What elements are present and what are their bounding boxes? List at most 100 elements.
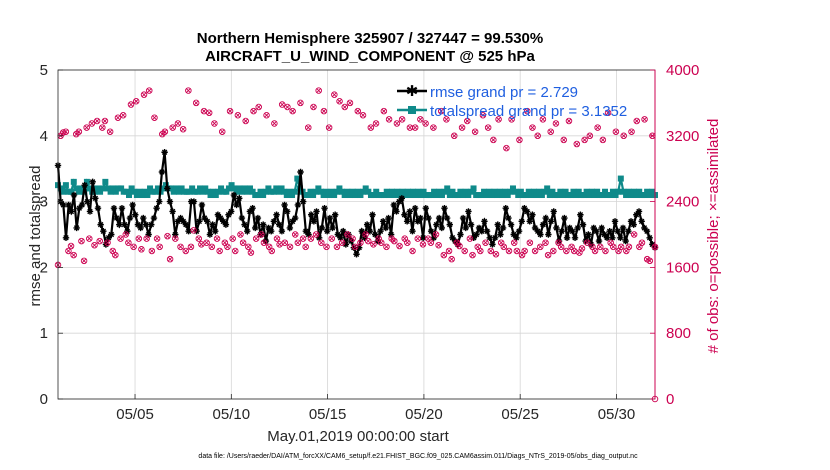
obs-assimilated-point bbox=[399, 117, 405, 122]
obs-possible-point bbox=[422, 120, 429, 127]
totalspread-point bbox=[499, 192, 506, 199]
obs-assimilated-point bbox=[631, 232, 637, 237]
obs-assimilated-point bbox=[157, 244, 162, 250]
rmse-point bbox=[542, 214, 549, 222]
obs-possible-point bbox=[312, 231, 320, 238]
totalspread-point bbox=[204, 188, 211, 195]
obs-assimilated-point bbox=[332, 92, 337, 97]
rmse-point bbox=[449, 234, 456, 241]
totalspread-point bbox=[223, 188, 230, 195]
totalspread-point bbox=[444, 185, 451, 192]
rmse-point bbox=[491, 234, 499, 241]
totalspread-point bbox=[389, 188, 396, 195]
obs-possible-point bbox=[524, 107, 531, 115]
obs-assimilated-point bbox=[313, 232, 319, 237]
obs-possible-point bbox=[289, 107, 296, 115]
obs-assimilated-point bbox=[527, 240, 533, 246]
obs-assimilated-point bbox=[126, 240, 131, 246]
rmse-point bbox=[108, 231, 115, 238]
obs-possible-point bbox=[125, 239, 132, 246]
obs-assimilated-point bbox=[350, 236, 355, 241]
rmse-point bbox=[270, 218, 278, 225]
totalspread-point bbox=[415, 188, 422, 195]
obs-assimilated-point bbox=[384, 244, 389, 250]
obs-possible-point bbox=[604, 109, 612, 117]
totalspread-point bbox=[544, 185, 551, 192]
obs-possible-point bbox=[130, 243, 137, 251]
totalspread-point bbox=[202, 185, 209, 192]
obs-assimilated-point bbox=[329, 236, 335, 241]
obs-possible-point bbox=[338, 239, 346, 246]
rmse-point bbox=[430, 234, 437, 241]
totalspread-point bbox=[244, 188, 251, 195]
rmse-point bbox=[609, 234, 616, 241]
x-axis-ticks: 05/05 05/10 05/15 05/20 05/25 05/30 bbox=[116, 394, 635, 423]
rmse-point bbox=[574, 224, 581, 232]
obs-assimilated-point bbox=[420, 242, 426, 247]
right-axis-ticks: 0 800 1600 2400 3200 4000 bbox=[650, 62, 699, 408]
obs-possible-point bbox=[218, 128, 226, 135]
rmse-point bbox=[305, 231, 312, 238]
obs-assimilated-point bbox=[102, 118, 108, 124]
totalspread-point bbox=[133, 192, 140, 199]
obs-possible-point bbox=[140, 91, 148, 98]
obs-assimilated-point bbox=[94, 118, 100, 124]
rmse-point bbox=[65, 201, 72, 209]
obs-possible-point bbox=[513, 247, 521, 255]
totalspread-point bbox=[588, 188, 595, 195]
rmse-point bbox=[566, 224, 573, 232]
rmse-point bbox=[513, 234, 520, 241]
totalspread-point bbox=[349, 188, 356, 195]
totalspread-point bbox=[283, 192, 290, 199]
x-tick-label: 05/10 bbox=[213, 406, 251, 423]
obs-possible-point bbox=[239, 239, 247, 246]
rmse-point bbox=[86, 208, 94, 215]
rmse-point bbox=[619, 224, 627, 232]
totalspread-point bbox=[236, 185, 243, 192]
rmse-point bbox=[145, 231, 152, 238]
obs-possible-point bbox=[359, 111, 367, 119]
obs-possible-point bbox=[305, 124, 312, 131]
rmse-point bbox=[241, 221, 248, 228]
rmse-point bbox=[299, 198, 307, 205]
obs-possible-point bbox=[213, 235, 221, 242]
obs-possible-point bbox=[552, 120, 560, 127]
obs-possible-point bbox=[354, 107, 362, 115]
obs-possible-point bbox=[226, 107, 234, 115]
obs-possible-point bbox=[166, 255, 174, 263]
obs-assimilated-point bbox=[342, 104, 348, 110]
obs-assimilated-point bbox=[63, 129, 69, 135]
rmse-point bbox=[534, 228, 541, 235]
rmse-point bbox=[214, 211, 222, 218]
rmse-point bbox=[438, 224, 445, 232]
rmse-point bbox=[249, 204, 256, 212]
totalspread-point bbox=[107, 188, 114, 195]
rmse-point bbox=[537, 231, 544, 238]
obs-assimilated-point bbox=[285, 104, 290, 110]
totalspread-point bbox=[649, 188, 656, 195]
rmse-point bbox=[593, 228, 600, 235]
obs-possible-point bbox=[411, 124, 419, 131]
obs-possible-point bbox=[542, 239, 549, 246]
obs-assimilated-point bbox=[571, 248, 577, 254]
totalspread-point bbox=[370, 192, 377, 199]
totalspread-point bbox=[152, 188, 159, 195]
totalspread-point bbox=[615, 188, 622, 195]
rmse-point bbox=[110, 204, 118, 212]
totalspread-point bbox=[291, 188, 298, 195]
totalspread-point bbox=[623, 192, 630, 199]
rmse-point bbox=[100, 228, 107, 235]
obs-assimilated-point bbox=[592, 248, 598, 254]
totalspread-point bbox=[94, 185, 101, 192]
totalspread-point bbox=[636, 188, 643, 195]
legend-rmse-label: rmse grand pr = 2.729 bbox=[430, 84, 578, 101]
x-tick-label: 05/25 bbox=[501, 406, 539, 423]
obs-assimilated-point bbox=[431, 125, 436, 130]
obs-assimilated-point bbox=[360, 112, 366, 118]
obs-assimilated-point bbox=[363, 232, 368, 237]
obs-assimilated-point bbox=[264, 112, 269, 118]
rmse-point bbox=[164, 185, 171, 192]
obs-possible-point bbox=[529, 124, 536, 131]
obs-possible-point bbox=[190, 227, 197, 234]
totalspread-point bbox=[325, 192, 332, 199]
